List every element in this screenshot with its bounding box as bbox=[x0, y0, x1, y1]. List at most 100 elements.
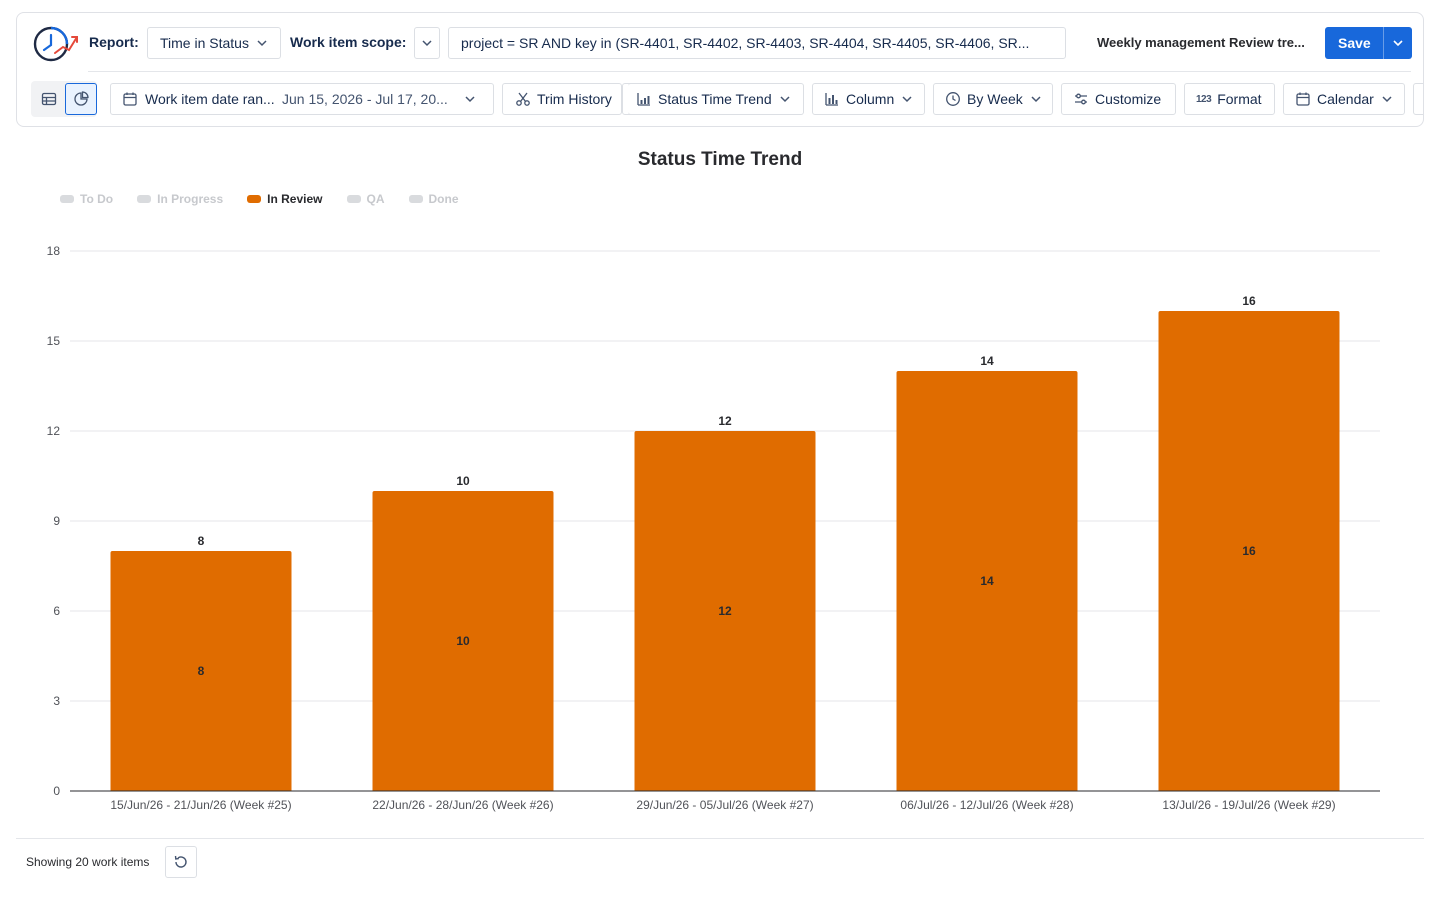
chart-view-label: Status Time Trend bbox=[658, 91, 772, 107]
bar-value-label: 8 bbox=[198, 534, 205, 548]
bar-inner-label: 8 bbox=[198, 664, 205, 678]
chevron-down-icon bbox=[257, 40, 267, 47]
format-label: Format bbox=[1217, 91, 1262, 107]
legend-item[interactable]: QA bbox=[346, 192, 385, 206]
number-format-icon: 123 bbox=[1196, 93, 1212, 105]
chart-title: Status Time Trend bbox=[637, 149, 803, 170]
save-button-label: Save bbox=[1338, 35, 1371, 51]
chevron-down-icon bbox=[1031, 96, 1041, 103]
save-divider bbox=[1383, 27, 1384, 59]
chart-view-button[interactable] bbox=[65, 83, 97, 115]
bar-value-label: 16 bbox=[1242, 294, 1256, 308]
y-tick-label: 18 bbox=[47, 244, 61, 258]
chevron-down-icon bbox=[780, 96, 790, 103]
date-range-select[interactable]: Work item date ran... Jun 15, 2026 - Jul… bbox=[110, 83, 494, 115]
footer-divider bbox=[16, 838, 1424, 839]
work-item-scope-label: Work item scope: bbox=[290, 34, 407, 50]
date-range-label: Work item date ran... bbox=[145, 91, 275, 107]
bar-value-label: 14 bbox=[980, 354, 994, 368]
legend-label: Done bbox=[428, 192, 459, 206]
legend-label: In Progress bbox=[157, 192, 224, 206]
chevron-down-icon bbox=[902, 96, 912, 103]
report-label: Report: bbox=[89, 34, 139, 50]
calendar-icon bbox=[123, 92, 137, 106]
bar-chart-icon bbox=[825, 93, 838, 106]
legend-label: QA bbox=[366, 192, 385, 206]
customize-button[interactable]: Customize bbox=[1061, 83, 1176, 115]
legend-swatch bbox=[247, 195, 262, 203]
calendar-select[interactable]: Calendar bbox=[1283, 83, 1405, 115]
grouping-label: By Week bbox=[967, 91, 1023, 107]
x-tick-label: 22/Jun/26 - 28/Jun/26 (Week #26) bbox=[372, 798, 553, 812]
scope-mode-dropdown[interactable] bbox=[414, 27, 440, 59]
chart-legend: To Do In Progress In Review QA Done bbox=[60, 192, 483, 206]
save-options-dropdown[interactable] bbox=[1384, 36, 1412, 50]
chart-type-label: Column bbox=[846, 91, 895, 107]
refresh-icon bbox=[174, 855, 187, 868]
export-button[interactable] bbox=[1413, 83, 1423, 115]
trim-history-label: Trim History bbox=[537, 91, 612, 107]
scope-query-text: project = SR AND key in (SR-4401, SR-440… bbox=[461, 35, 1030, 51]
bar bbox=[634, 431, 816, 791]
report-select[interactable]: Time in Status bbox=[147, 27, 281, 59]
legend-item[interactable]: In Progress bbox=[137, 192, 223, 206]
format-button[interactable]: 123 Format bbox=[1184, 83, 1275, 115]
report-header-row: Report: Time in Status Work item scope: … bbox=[17, 13, 1423, 71]
customize-label: Customize bbox=[1095, 91, 1162, 107]
legend-item[interactable]: To Do bbox=[60, 192, 113, 206]
chart-view-select[interactable]: Status Time Trend bbox=[628, 83, 804, 115]
report-toolbar: Report: Time in Status Work item scope: … bbox=[16, 12, 1424, 127]
scope-query-input[interactable]: project = SR AND key in (SR-4401, SR-440… bbox=[448, 27, 1066, 59]
y-tick-label: 6 bbox=[53, 604, 60, 618]
legend-label: In Review bbox=[267, 192, 323, 206]
bar bbox=[896, 371, 1078, 791]
bar-inner-label: 16 bbox=[1242, 544, 1256, 558]
toolbar-divider bbox=[88, 71, 1411, 72]
legend-item[interactable]: In Review bbox=[247, 192, 323, 206]
legend-swatch bbox=[137, 195, 152, 203]
bar-inner-label: 10 bbox=[456, 634, 470, 648]
bar bbox=[1158, 311, 1340, 791]
legend-swatch bbox=[408, 195, 423, 203]
chevron-down-icon bbox=[422, 40, 432, 47]
saved-report-name[interactable]: Weekly management Review tre... bbox=[1097, 35, 1305, 50]
y-tick-label: 3 bbox=[53, 694, 60, 708]
calendar-icon bbox=[1296, 92, 1310, 106]
x-tick-label: 13/Jul/26 - 19/Jul/26 (Week #29) bbox=[1162, 798, 1335, 812]
bar bbox=[110, 551, 292, 791]
bar-inner-label: 12 bbox=[718, 604, 732, 618]
bar-inner-label: 14 bbox=[980, 574, 994, 588]
bar-value-label: 10 bbox=[456, 474, 470, 488]
y-tick-label: 0 bbox=[53, 784, 60, 798]
grouping-select[interactable]: By Week bbox=[933, 83, 1053, 115]
x-tick-label: 29/Jun/26 - 05/Jul/26 (Week #27) bbox=[636, 798, 813, 812]
save-button[interactable]: Save bbox=[1325, 27, 1412, 59]
y-tick-label: 15 bbox=[47, 334, 61, 348]
scissors-icon bbox=[516, 92, 530, 106]
report-options-row: Work item date ran... Jun 15, 2026 - Jul… bbox=[17, 81, 1423, 117]
calendar-label: Calendar bbox=[1317, 91, 1374, 107]
x-tick-label: 15/Jun/26 - 21/Jun/26 (Week #25) bbox=[110, 798, 291, 812]
chevron-down-icon bbox=[1393, 40, 1403, 47]
chevron-down-icon bbox=[465, 96, 475, 103]
chart-type-select[interactable]: Column bbox=[812, 83, 925, 115]
legend-swatch bbox=[346, 195, 361, 203]
table-view-button[interactable] bbox=[33, 83, 65, 115]
view-toggle bbox=[31, 81, 97, 117]
refresh-button[interactable] bbox=[165, 846, 197, 878]
legend-swatch bbox=[60, 195, 74, 203]
trim-history-button[interactable]: Trim History bbox=[502, 83, 622, 115]
trend-chart-icon bbox=[637, 93, 650, 106]
y-tick-label: 9 bbox=[53, 514, 60, 528]
work-items-count: Showing 20 work items bbox=[26, 855, 150, 869]
chevron-down-icon bbox=[1382, 96, 1392, 103]
time-in-status-logo-icon bbox=[33, 26, 78, 62]
date-range-value: Jun 15, 2026 - Jul 17, 20... bbox=[282, 91, 448, 107]
clock-icon bbox=[946, 92, 960, 106]
bar bbox=[372, 491, 554, 791]
x-tick-label: 06/Jul/26 - 12/Jul/26 (Week #28) bbox=[900, 798, 1073, 812]
bar-value-label: 12 bbox=[718, 414, 732, 428]
legend-item[interactable]: Done bbox=[408, 192, 459, 206]
status-time-trend-chart: 0 3 6 9 12 15 18 8 8 15/Jun/26 - 21/Jun/26 (Week … bbox=[47, 244, 1380, 812]
report-select-value: Time in Status bbox=[160, 35, 249, 51]
